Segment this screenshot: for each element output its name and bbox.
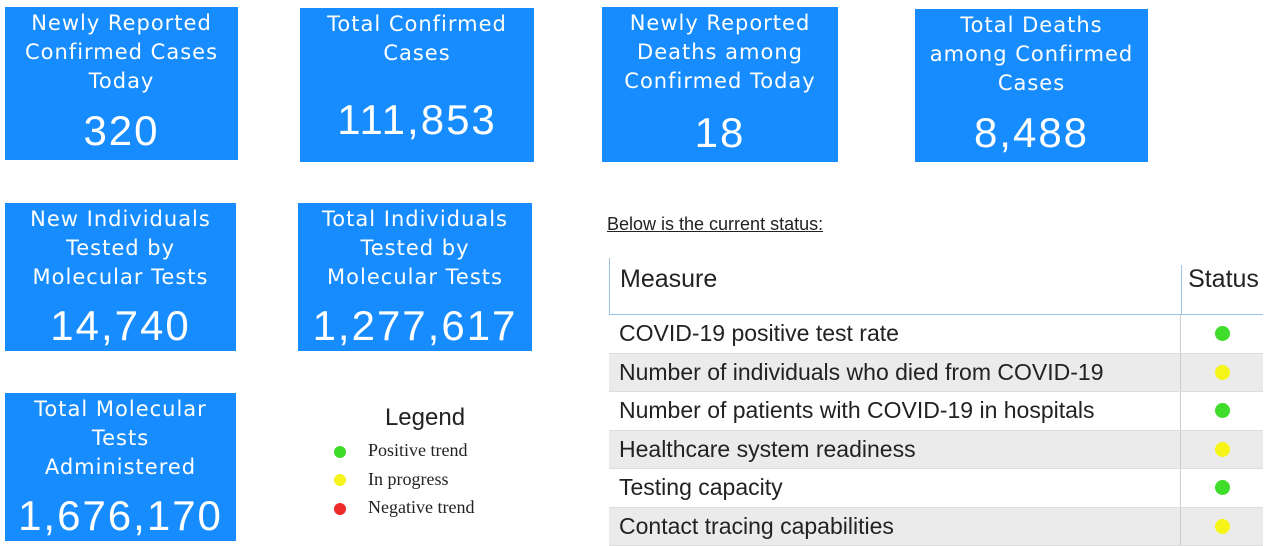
status-dot [1215,403,1230,418]
legend-title: Legend [325,404,525,432]
status-cell [1180,315,1264,353]
legend-item: Positive trend [334,440,468,461]
card-label: Total Confirmed Cases [300,10,534,68]
card-value: 111,853 [300,97,534,143]
table-row: Testing capacity [609,469,1263,508]
legend-dot [334,474,346,486]
table-header: Measure Status [609,258,1263,315]
stat-card: Total Confirmed Cases 111,853 [300,8,534,162]
legend-item: In progress [334,469,448,490]
measure-cell: Healthcare system readiness [619,436,916,463]
status-cell [1180,354,1264,392]
status-cell [1180,469,1264,507]
table-row: Number of patients with COVID-19 in hosp… [609,392,1263,431]
status-dot [1215,326,1230,341]
status-dot [1215,442,1230,457]
status-dot [1215,365,1230,380]
status-dot [1215,480,1230,495]
status-cell [1180,392,1264,430]
header-cell: Status [1181,265,1265,314]
legend-label: Negative trend [368,497,474,517]
card-label: Newly Reported Deaths among Confirmed To… [602,9,838,96]
measure-cell: Testing capacity [619,474,783,501]
card-value: 1,676,170 [5,493,236,539]
table-row: Number of individuals who died from COVI… [609,354,1263,393]
measure-cell: COVID-19 positive test rate [619,320,899,347]
status-table: Measure Status COVID-19 positive test ra… [609,258,1263,546]
card-value: 320 [5,108,238,154]
legend-dot [334,503,346,515]
status-cell [1180,508,1264,546]
table-row: COVID-19 positive test rate [609,315,1263,354]
card-label: Total Molecular Tests Administered [5,395,236,482]
stat-card: Total Molecular Tests Administered 1,676… [5,393,236,541]
measure-cell: Number of individuals who died from COVI… [619,359,1103,386]
legend-label: In progress [368,469,448,489]
measure-cell: Number of patients with COVID-19 in hosp… [619,397,1095,424]
stat-card: New Individuals Tested by Molecular Test… [5,203,236,351]
card-value: 8,488 [915,110,1148,156]
card-value: 18 [602,110,838,156]
measure-cell: Contact tracing capabilities [619,513,894,540]
stat-card: Total Individuals Tested by Molecular Te… [298,203,532,351]
status-intro: Below is the current status: [607,214,823,235]
card-label: Total Deaths among Confirmed Cases [915,11,1148,98]
header-cell: Measure [620,265,717,294]
card-value: 1,277,617 [298,303,532,349]
legend-dot [334,446,346,458]
status-dot [1215,519,1230,534]
card-label: New Individuals Tested by Molecular Test… [5,205,236,292]
status-cell [1180,431,1264,469]
stat-card: Newly Reported Confirmed Cases Today 320 [5,7,238,160]
stat-card: Total Deaths among Confirmed Cases 8,488 [915,9,1148,162]
legend-label: Positive trend [368,440,468,460]
card-value: 14,740 [5,303,236,349]
legend-item: Negative trend [334,497,474,518]
stat-card: Newly Reported Deaths among Confirmed To… [602,7,838,162]
table-row: Contact tracing capabilities [609,508,1263,546]
table-row: Healthcare system readiness [609,431,1263,470]
card-label: Total Individuals Tested by Molecular Te… [298,205,532,292]
card-label: Newly Reported Confirmed Cases Today [5,9,238,96]
